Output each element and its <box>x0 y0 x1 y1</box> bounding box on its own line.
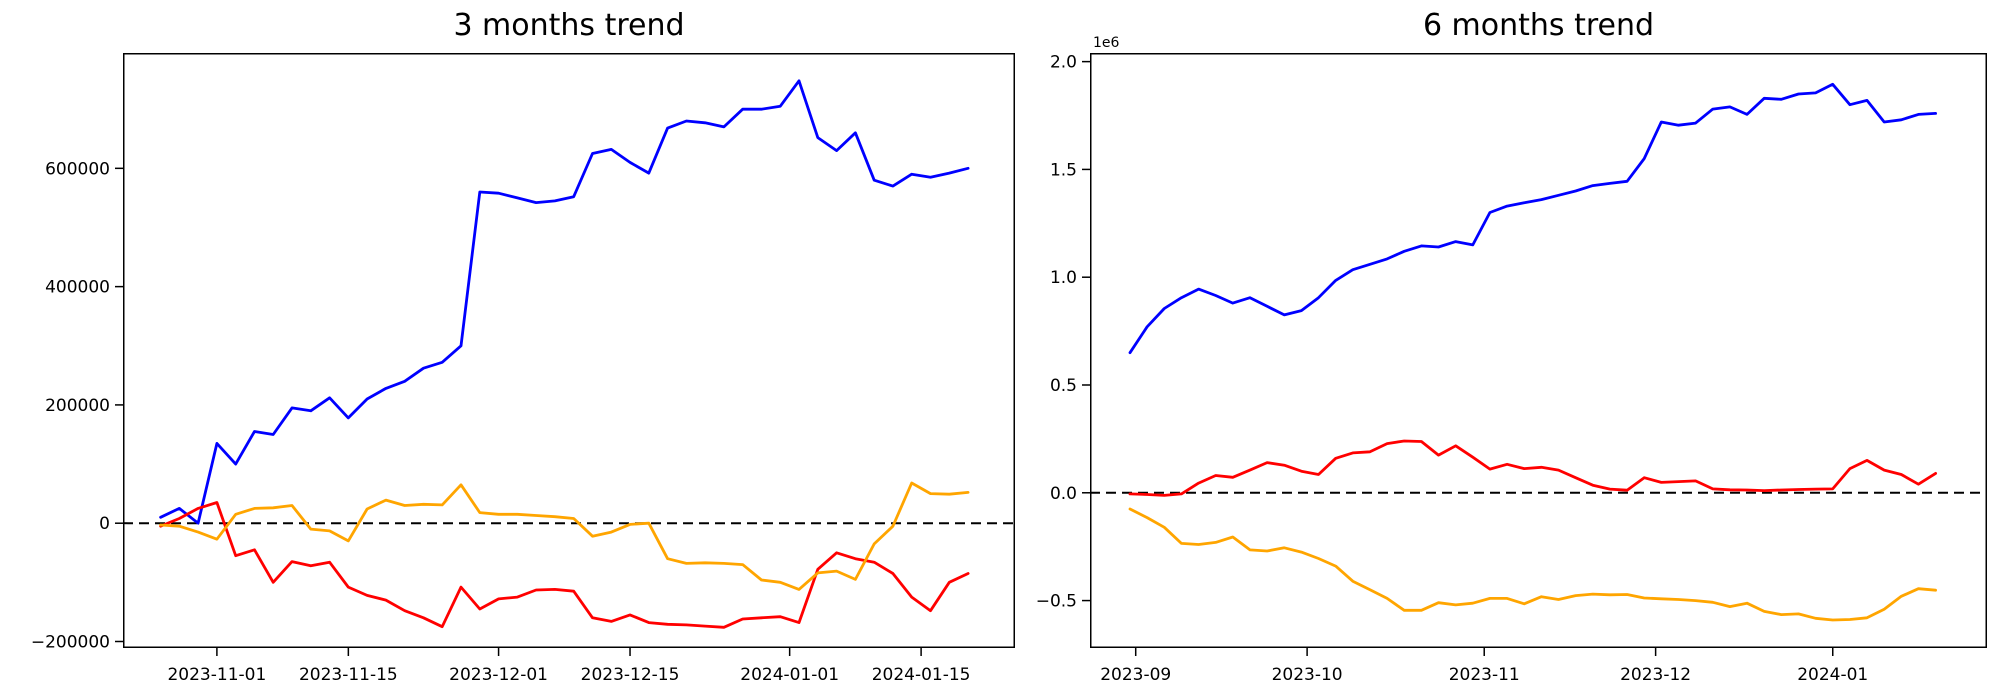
x-tick-label: 2024-01-01 <box>740 665 839 685</box>
y-tick-label: 400000 <box>45 278 110 298</box>
chart-title-3-months: 3 months trend <box>453 8 685 43</box>
blue-line <box>159 79 970 525</box>
x-tick-label: 2023-11 <box>1449 665 1520 685</box>
blue-line <box>1128 82 1937 355</box>
x-tick-label: 2023-12 <box>1620 665 1691 685</box>
x-tick-label: 2023-09 <box>1100 665 1171 685</box>
plot-border <box>1090 53 1987 648</box>
red-line <box>159 501 970 629</box>
y-tick-label: 0.0 <box>1050 484 1077 504</box>
y-tick-label: 0 <box>99 514 110 534</box>
x-tick-label: 2023-12-01 <box>449 665 548 685</box>
orange-line <box>159 481 970 591</box>
x-tick-label: 2023-11-01 <box>167 665 266 685</box>
x-tick-label: 2023-11-15 <box>299 665 398 685</box>
x-tick-label: 2023-12-15 <box>581 665 680 685</box>
y-tick-label: 600000 <box>45 159 110 179</box>
plot-area-6-months: 2023-09 2023-10 2023-11 2023-12 2024-01 −0.5 0… <box>1036 53 1987 685</box>
x-tick-label: 2024-01-15 <box>872 665 971 685</box>
x-tick-label: 2024-01 <box>1797 665 1868 685</box>
y-tick-label: −200000 <box>31 632 110 652</box>
x-tick-label: 2023-10 <box>1272 665 1343 685</box>
y-tick-label: 0.5 <box>1050 376 1077 396</box>
y-tick-label: −0.5 <box>1036 592 1077 612</box>
chart-title-6-months: 6 months trend <box>1422 8 1655 43</box>
plot-border <box>123 53 1015 648</box>
orange-line <box>1128 507 1937 622</box>
y-tick-label: 200000 <box>45 396 110 416</box>
y-tick-label: 1.5 <box>1050 160 1077 180</box>
plot-area-3-months: 2023-11-01 2023-11-15 2023-12-01 2023-12-15… <box>31 53 1015 685</box>
y-tick-label: 2.0 <box>1050 53 1077 73</box>
red-line <box>1128 439 1937 497</box>
y-axis-offset-label: 1e6 <box>1093 35 1120 51</box>
y-tick-label: 1.0 <box>1050 268 1077 288</box>
